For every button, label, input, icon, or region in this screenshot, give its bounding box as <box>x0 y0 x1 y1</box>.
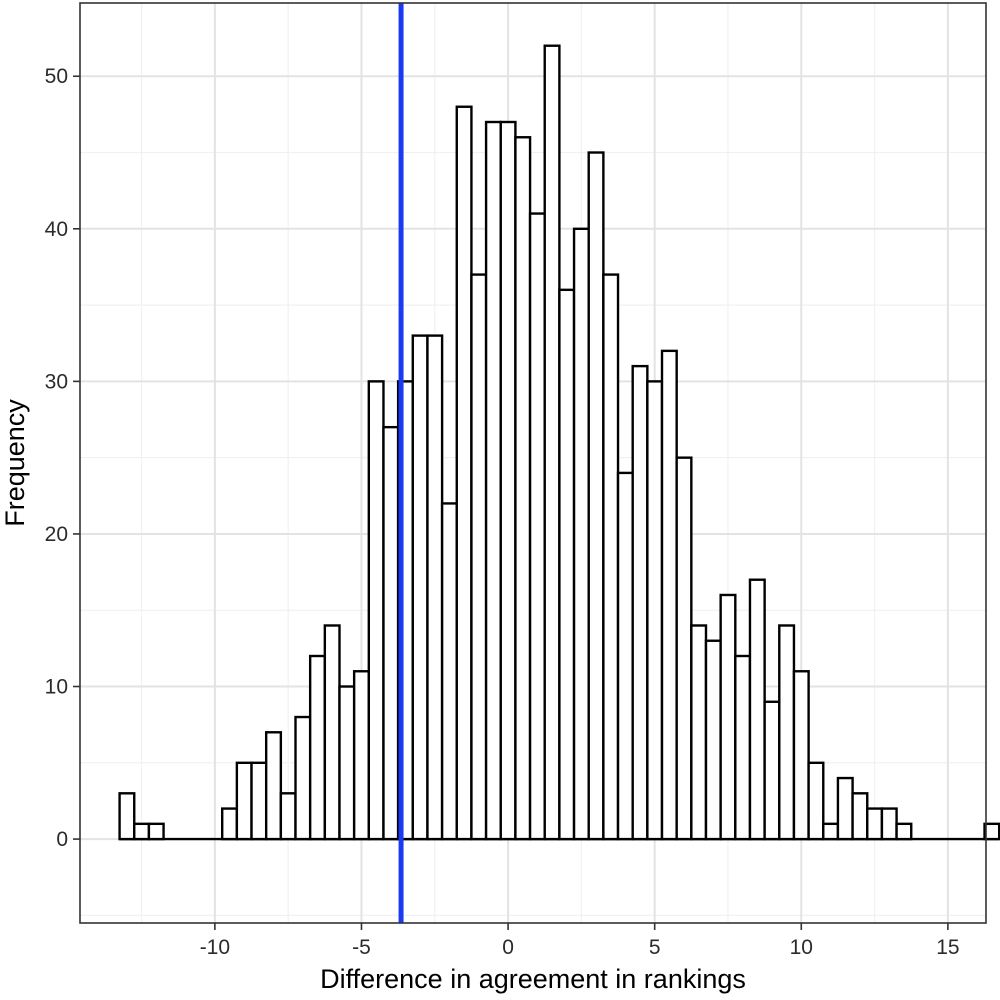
y-axis-title: Frequency <box>0 399 30 527</box>
histogram-bar <box>763 700 781 841</box>
histogram-bar <box>147 822 165 841</box>
histogram-bar <box>602 273 620 841</box>
y-axis: 0 10 20 30 40 50 <box>45 65 80 851</box>
histogram-bar <box>587 151 605 841</box>
histogram-bar <box>528 212 546 841</box>
y-tick-label: 40 <box>45 218 68 241</box>
histogram-bar <box>719 593 737 841</box>
histogram-bar <box>748 578 766 841</box>
histogram-bar <box>338 685 356 841</box>
x-tick-label: 15 <box>936 936 959 959</box>
x-tick-label: -10 <box>200 936 230 959</box>
histogram-bar <box>675 456 693 841</box>
histogram-bar <box>440 502 458 841</box>
histogram-bar <box>426 334 444 841</box>
histogram-bar <box>470 273 488 841</box>
y-tick-label: 50 <box>45 65 68 88</box>
histogram-bar <box>792 670 810 841</box>
x-tick-label: 5 <box>649 936 661 959</box>
histogram-bar <box>411 334 429 841</box>
y-tick-label: 10 <box>45 676 68 699</box>
histogram-bar <box>543 44 561 841</box>
histogram-bar <box>133 822 151 841</box>
histogram-bar <box>851 792 869 841</box>
histogram-bar <box>221 807 239 841</box>
histogram-bar <box>455 105 473 841</box>
x-tick-label: 0 <box>502 936 514 959</box>
histogram-bar <box>880 807 898 841</box>
histogram-bar <box>807 761 825 841</box>
histogram-bar <box>499 120 517 841</box>
histogram-bar <box>294 715 312 841</box>
x-tick-label: 10 <box>790 936 813 959</box>
histogram-bar <box>704 639 722 841</box>
histogram-bar <box>308 654 327 841</box>
histogram-bar <box>264 731 283 841</box>
histogram-bar <box>690 624 708 841</box>
histogram-bar <box>382 425 400 841</box>
histogram-bar <box>279 792 297 841</box>
histogram-bar <box>235 761 253 841</box>
histogram-bar <box>118 792 136 841</box>
histogram-bar <box>250 761 268 841</box>
histogram-bar <box>734 654 752 841</box>
plot-panel-border <box>79 2 987 924</box>
histogram-bar <box>822 822 840 841</box>
histogram-bar <box>572 227 590 841</box>
histogram-bar <box>352 670 371 841</box>
histogram-bar <box>558 288 576 841</box>
histogram-bar <box>983 822 1000 841</box>
histogram-bar <box>323 624 341 841</box>
histogram-bar <box>895 822 913 841</box>
y-tick-label: 20 <box>45 523 68 546</box>
x-tick-label: -5 <box>352 936 371 959</box>
histogram-bar <box>836 776 854 841</box>
histogram-bars <box>118 44 1000 841</box>
y-tick-label: 0 <box>56 828 68 851</box>
histogram-bar <box>367 380 385 841</box>
x-axis-title: Difference in agreement in rankings <box>320 964 746 994</box>
histogram-bar <box>778 624 796 841</box>
histogram-bar <box>631 364 649 841</box>
histogram-bar <box>514 136 532 841</box>
histogram-bar <box>616 471 634 841</box>
histogram-bar <box>866 807 884 841</box>
histogram-bar <box>660 349 678 841</box>
x-axis: -10 -5 0 5 10 15 <box>200 923 960 959</box>
y-tick-label: 30 <box>45 370 68 393</box>
histogram-bar <box>646 380 664 841</box>
histogram-bar <box>484 120 502 841</box>
